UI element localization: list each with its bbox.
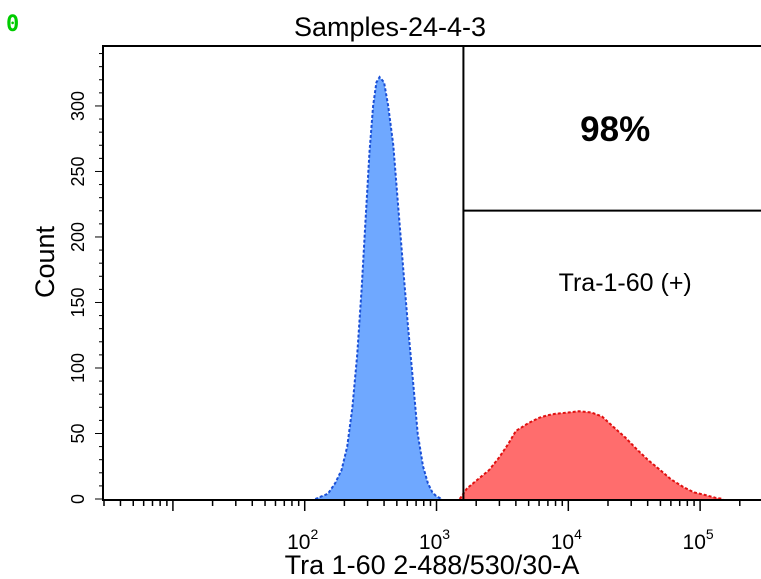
y-tick-label: 300 <box>68 91 88 121</box>
y-tick-label: 50 <box>68 423 88 443</box>
y-tick-label: 150 <box>68 287 88 317</box>
x-tick-label: 103 <box>419 526 450 554</box>
plot-frame <box>102 45 761 501</box>
histogram-series-2 <box>459 411 724 499</box>
y-tick-label: 0 <box>68 494 88 504</box>
y-axis-label: Count <box>30 225 60 298</box>
x-tick-label: 104 <box>551 526 582 554</box>
y-tick-label: 200 <box>68 222 88 252</box>
gate-name-label: Tra-1-60 (+) <box>559 269 692 297</box>
histogram-series-1 <box>315 77 442 499</box>
histogram-series-2-edge <box>458 410 724 500</box>
gate-percent-label: 98% <box>580 110 650 149</box>
chart-title: Samples-24-4-3 <box>294 12 486 42</box>
histogram-series-1-edge <box>314 75 443 500</box>
y-tick-label: 250 <box>68 156 88 186</box>
y-tick-label: 100 <box>68 353 88 383</box>
panel-marker: 0 <box>6 12 20 37</box>
x-tick-label: 105 <box>683 526 714 554</box>
x-axis-label: Tra 1-60 2-488/530/30-A <box>285 550 580 579</box>
x-tick-label: 102 <box>287 526 318 554</box>
